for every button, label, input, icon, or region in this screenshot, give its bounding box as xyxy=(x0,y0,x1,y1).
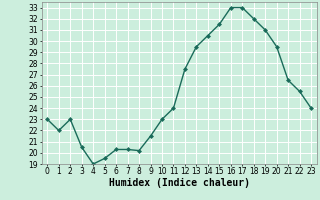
X-axis label: Humidex (Indice chaleur): Humidex (Indice chaleur) xyxy=(109,178,250,188)
